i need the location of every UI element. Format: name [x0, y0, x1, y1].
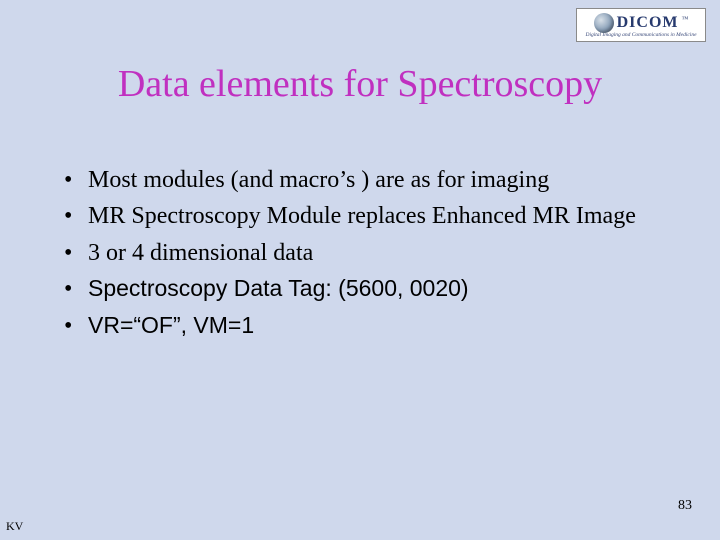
bullet-item: MR Spectroscopy Module replaces Enhanced… — [60, 200, 670, 232]
bullet-list: Most modules (and macro’s ) are as for i… — [60, 164, 670, 346]
logo-top-row: DICOM ™ — [594, 13, 689, 33]
slide-title: Data elements for Spectroscopy — [0, 62, 720, 106]
bullet-text: Spectroscopy Data Tag: (5600, 0020) — [88, 275, 469, 301]
globe-icon — [594, 13, 614, 33]
dicom-logo: DICOM ™ Digital Imaging and Communicatio… — [576, 8, 706, 42]
bullet-item: Spectroscopy Data Tag: (5600, 0020) — [60, 273, 670, 305]
logo-trademark: ™ — [682, 15, 689, 23]
bullet-text: MR Spectroscopy Module replaces Enhanced… — [88, 203, 636, 229]
bullet-item: 3 or 4 dimensional data — [60, 237, 670, 269]
page-number: 83 — [678, 498, 692, 514]
bullet-text: Most modules (and macro’s ) are as for i… — [88, 167, 549, 193]
bullet-text: VR=“OF”, VM=1 — [88, 312, 254, 338]
bullet-item: Most modules (and macro’s ) are as for i… — [60, 164, 670, 196]
bullet-text: 3 or 4 dimensional data — [88, 240, 313, 266]
bullet-item: VR=“OF”, VM=1 — [60, 310, 670, 342]
footer-author-initials: KV — [6, 519, 23, 534]
logo-brand-text: DICOM — [617, 14, 679, 32]
